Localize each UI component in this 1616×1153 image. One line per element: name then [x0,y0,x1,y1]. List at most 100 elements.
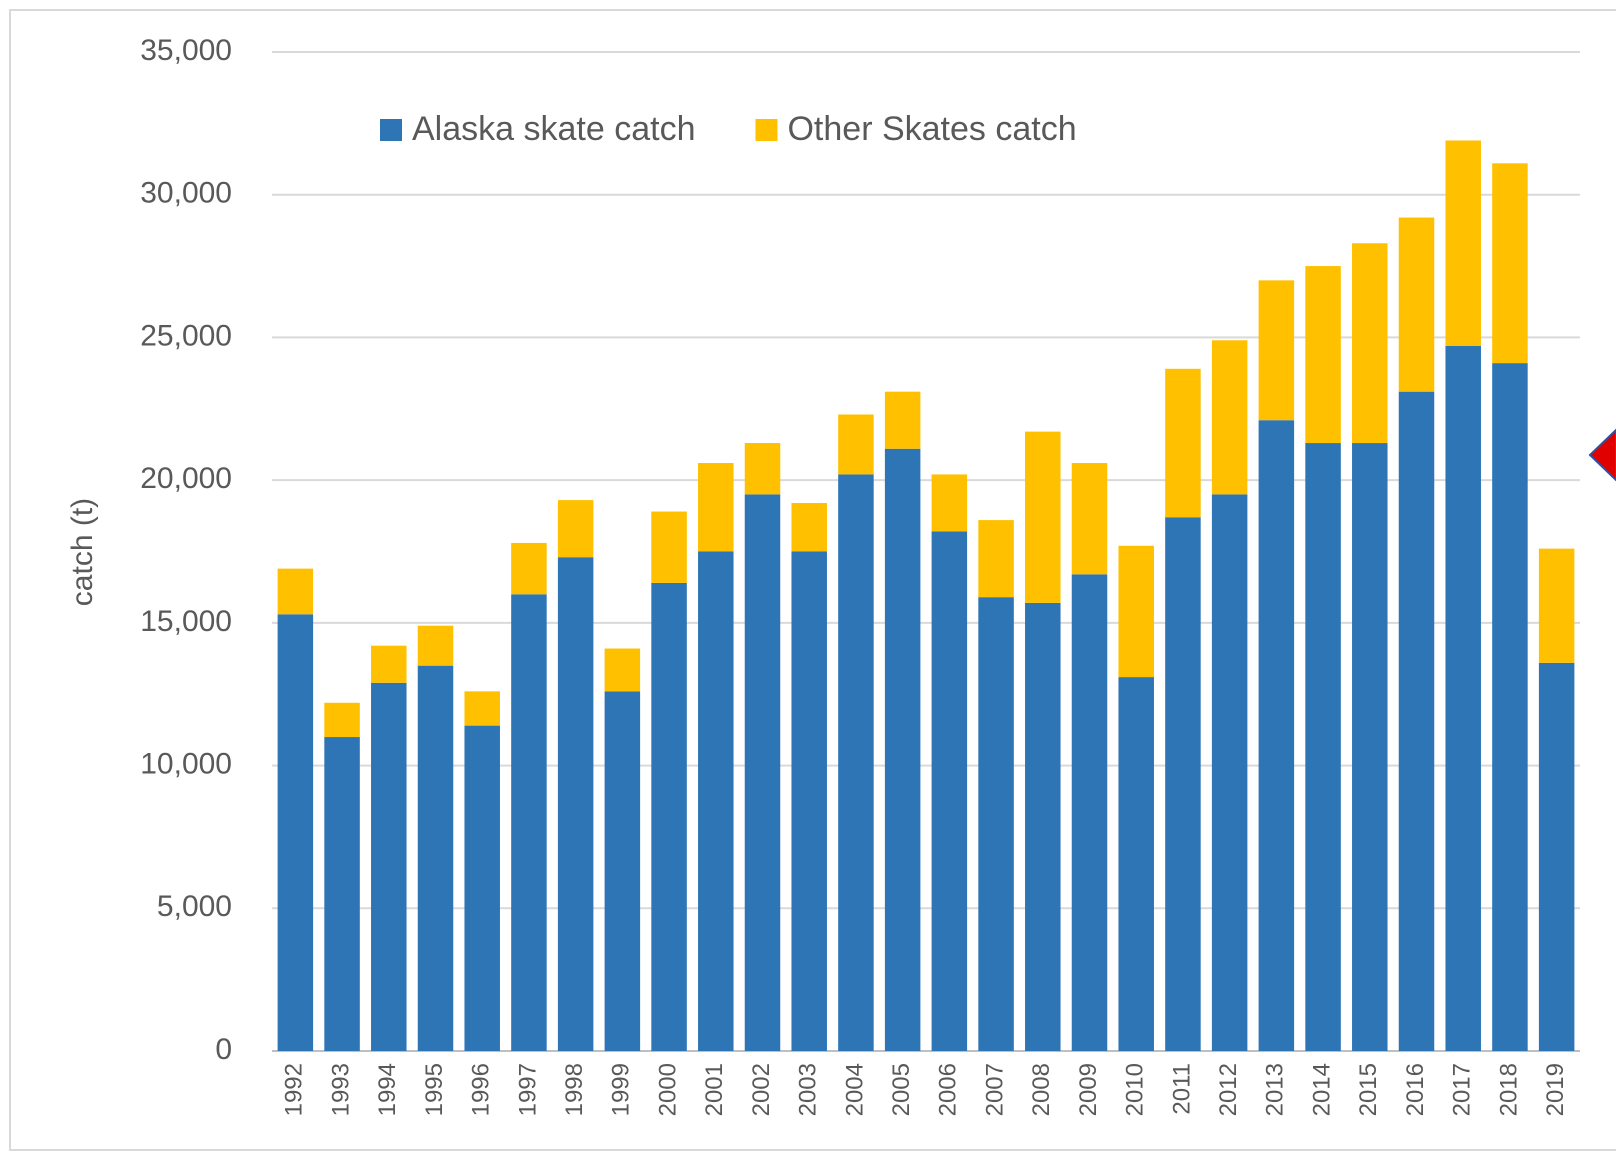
bar-segment [1025,431,1061,603]
bar-segment [604,691,641,1051]
bar-segment [464,725,500,1051]
legend-swatch [755,119,778,141]
bar-segment [324,702,360,738]
bar-segment [884,391,921,449]
x-tick-label: 2001 [701,1063,728,1116]
x-tick-label: 1999 [608,1063,635,1116]
x-tick-label: 2002 [748,1063,775,1116]
bar-segment [1352,443,1388,1052]
x-tick-label: 2003 [795,1063,822,1116]
bar-segment [1352,243,1388,444]
bar-segment [1398,217,1435,392]
x-tick-label: 2012 [1215,1063,1242,1116]
bar-segment [417,665,454,1051]
y-tick-label: 20,000 [140,462,232,495]
bar-segment [884,448,921,1051]
y-tick-label: 5,000 [157,890,232,923]
legend-label: Other Skates catch [787,110,1076,148]
bar-segment [511,542,547,595]
bar-segment [1538,548,1575,663]
bar-segment [1445,140,1481,346]
x-tick-label: 1998 [561,1063,588,1116]
y-tick-label: 0 [215,1033,232,1066]
x-tick-label: 2006 [935,1063,962,1116]
x-tick-label: 1996 [468,1063,495,1116]
x-tick-label: 2018 [1495,1063,1522,1116]
x-tick-label: 2017 [1449,1063,1476,1116]
bar-segment [557,500,594,558]
bar-segment [698,551,734,1051]
x-tick-label: 2004 [841,1063,868,1116]
x-tick-label: 2019 [1542,1063,1569,1116]
x-tick-label: 1993 [327,1063,354,1116]
x-tick-label: 2007 [981,1063,1008,1116]
x-tick-label: 2011 [1168,1063,1195,1115]
bar-segment [464,691,500,726]
bar-segment [277,568,314,615]
bar-segment [1118,677,1154,1051]
y-tick-label: 30,000 [140,177,232,210]
bar-segment [1118,545,1154,678]
bar-segment [1025,602,1061,1051]
bar-segment [1492,363,1528,1051]
bar-segment [931,474,968,532]
bar-segment [1538,662,1575,1051]
bar-segment [838,474,874,1051]
x-tick-label: 2013 [1262,1063,1289,1116]
bar-segment [1492,163,1528,364]
bar-segment [324,737,360,1051]
legend-swatch [380,119,402,141]
bar-segment [791,551,827,1051]
x-tick-label: 2009 [1075,1063,1102,1116]
x-tick-label: 1992 [281,1063,308,1116]
bar-segment [1211,340,1248,495]
bar-segment [1258,280,1295,421]
bar-segment [557,557,594,1051]
bar-segment [1165,517,1201,1051]
bar-segment [604,648,641,692]
bar-segment [698,463,734,552]
bar-segment [651,511,687,583]
bar-segment [978,520,1014,598]
x-tick-label: 2014 [1308,1063,1335,1116]
bar-segment [1305,443,1341,1052]
bar-segment [417,625,454,666]
bar-segment [511,594,547,1051]
bar-segment [371,682,407,1051]
arrow-marker [1588,428,1616,482]
y-tick-label: 25,000 [140,319,232,352]
bar-segment [1398,391,1435,1051]
x-tick-label: 2010 [1122,1063,1149,1116]
bar-segment [1165,368,1201,518]
x-tick-label: 1994 [374,1063,401,1116]
bar-segment [744,494,781,1051]
x-tick-label: 1995 [421,1063,448,1116]
bar-segment [791,502,827,552]
bar-segment [838,414,874,475]
y-axis-label: catch (t) [66,498,99,606]
bar-segment [744,443,781,495]
x-tick-label: 2000 [654,1063,681,1116]
bar-segment [1305,266,1341,444]
bar-segment [371,645,407,683]
y-tick-label: 35,000 [140,34,232,67]
bar-segment [1211,494,1248,1051]
legend-label: Alaska skate catch [412,110,695,148]
y-tick-label: 15,000 [140,605,232,638]
bar-segment [978,597,1014,1051]
bar-segment [277,614,314,1051]
x-tick-label: 1997 [514,1063,541,1116]
bar-segment [651,582,687,1051]
bar-segment [1071,463,1108,575]
chart-frame [9,9,1616,1151]
bar-segment [931,531,968,1051]
bar-segment [1071,574,1108,1051]
y-tick-label: 10,000 [140,747,232,780]
x-tick-label: 2005 [888,1063,915,1116]
bar-segment [1445,345,1481,1051]
x-tick-label: 2015 [1355,1063,1382,1116]
x-tick-label: 2008 [1028,1063,1055,1116]
x-tick-label: 2016 [1402,1063,1429,1116]
bar-segment [1258,420,1295,1051]
